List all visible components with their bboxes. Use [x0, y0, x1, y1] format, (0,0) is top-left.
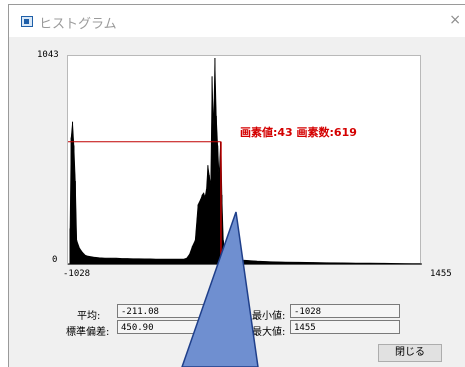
- max-value: 1455: [290, 320, 400, 334]
- window-title: ヒストグラム: [39, 17, 117, 32]
- y-axis-min-label: 0: [52, 255, 58, 265]
- mean-value: -211.08: [117, 304, 219, 318]
- min-label: 最小値:: [252, 311, 286, 322]
- cursor-annotation: 画素値:43 画素数:619: [240, 126, 357, 139]
- x-axis-max-label: 1455: [430, 269, 452, 279]
- y-axis-max-label: 1043: [37, 50, 59, 60]
- close-button[interactable]: 閉じる: [378, 344, 442, 362]
- min-value: -1028: [290, 304, 400, 318]
- x-axis-min-label: -1028: [63, 269, 91, 279]
- std-value: 450.90: [117, 320, 219, 334]
- close-icon[interactable]: ×: [449, 12, 461, 28]
- histogram-svg: [68, 57, 422, 265]
- title-bar: ヒストグラム ×: [9, 5, 465, 37]
- max-label: 最大値:: [252, 327, 286, 338]
- mean-label: 平均:: [77, 311, 101, 322]
- app-icon: [21, 16, 33, 27]
- histogram-plot[interactable]: [67, 55, 422, 265]
- std-label: 標準偏差:: [66, 327, 110, 338]
- histogram-area: [69, 57, 421, 265]
